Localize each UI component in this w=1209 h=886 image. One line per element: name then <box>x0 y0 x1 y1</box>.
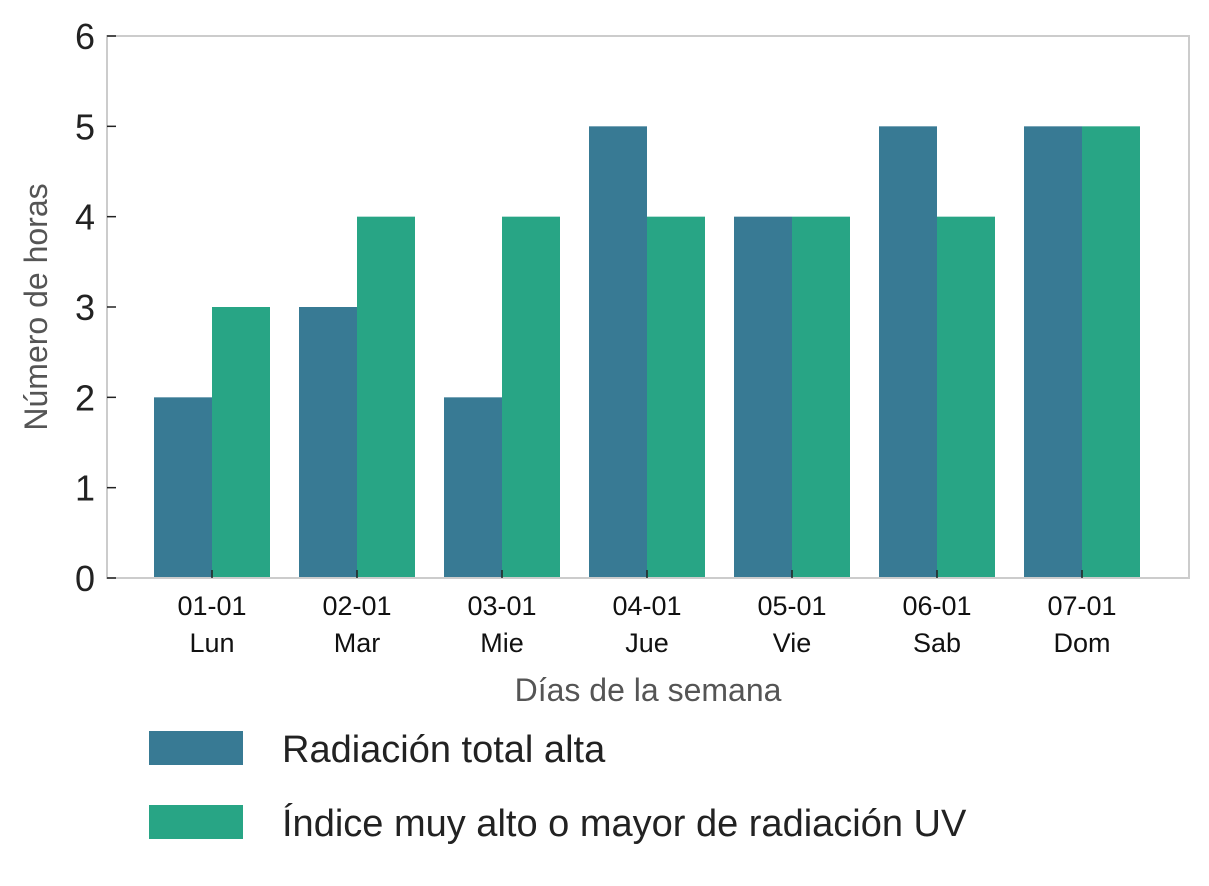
bar-s1-jue <box>589 126 647 578</box>
x-tick-label-date: 04-01 <box>612 591 681 621</box>
legend-swatch-2 <box>149 805 243 839</box>
bar-s1-vie <box>734 216 792 578</box>
bar-s2-mar <box>357 216 415 578</box>
y-tick-label: 5 <box>75 106 95 147</box>
bar-s1-dom <box>1024 126 1082 578</box>
bars-layer <box>154 126 1140 578</box>
bar-s2-dom <box>1082 126 1140 578</box>
y-axis-title: Número de horas <box>18 183 54 430</box>
x-tick-label-day: Jue <box>625 628 669 658</box>
bar-s1-sab <box>879 126 937 578</box>
bar-s2-mie <box>502 216 560 578</box>
y-tick-label: 0 <box>75 558 95 599</box>
x-axis: 01-01 Lun 02-01 Mar 03-01 Mie 04-01 Jue 05-01 Vie… <box>177 570 1117 658</box>
x-tick-label-date: 01-01 <box>177 591 246 621</box>
legend-swatch-1 <box>149 731 243 765</box>
y-tick-label: 6 <box>75 16 95 57</box>
x-tick-label-day: Mar <box>334 628 381 658</box>
bar-s2-vie <box>792 216 850 578</box>
x-axis-title: Días de la semana <box>515 672 782 708</box>
legend: Radiación total alta Índice muy alto o ma… <box>149 729 967 845</box>
bar-s1-mar <box>299 307 357 578</box>
x-tick-label-date: 05-01 <box>757 591 826 621</box>
x-tick-label-date: 06-01 <box>902 591 971 621</box>
y-tick-label: 1 <box>75 468 95 509</box>
x-tick-label-day: Mie <box>480 628 524 658</box>
y-tick-label: 4 <box>75 197 95 238</box>
bar-s2-jue <box>647 216 705 578</box>
bar-s1-mie <box>444 397 502 578</box>
x-tick-label-day: Vie <box>773 628 812 658</box>
x-tick-label-day: Sab <box>913 628 961 658</box>
x-tick-label-day: Dom <box>1053 628 1110 658</box>
bar-s1-lun <box>154 397 212 578</box>
legend-label-1: Radiación total alta <box>282 729 606 771</box>
x-tick-label-day: Lun <box>189 628 234 658</box>
legend-label-2: Índice muy alto o mayor de radiación UV <box>282 802 967 845</box>
y-tick-label: 2 <box>75 377 95 418</box>
x-tick-label-date: 07-01 <box>1047 591 1116 621</box>
y-tick-label: 3 <box>75 287 95 328</box>
x-tick-label-date: 02-01 <box>322 591 391 621</box>
x-tick-label-date: 03-01 <box>467 591 536 621</box>
y-axis: 0 1 2 3 4 5 6 <box>75 16 116 599</box>
bar-s2-sab <box>937 216 995 578</box>
bar-s2-lun <box>212 307 270 578</box>
